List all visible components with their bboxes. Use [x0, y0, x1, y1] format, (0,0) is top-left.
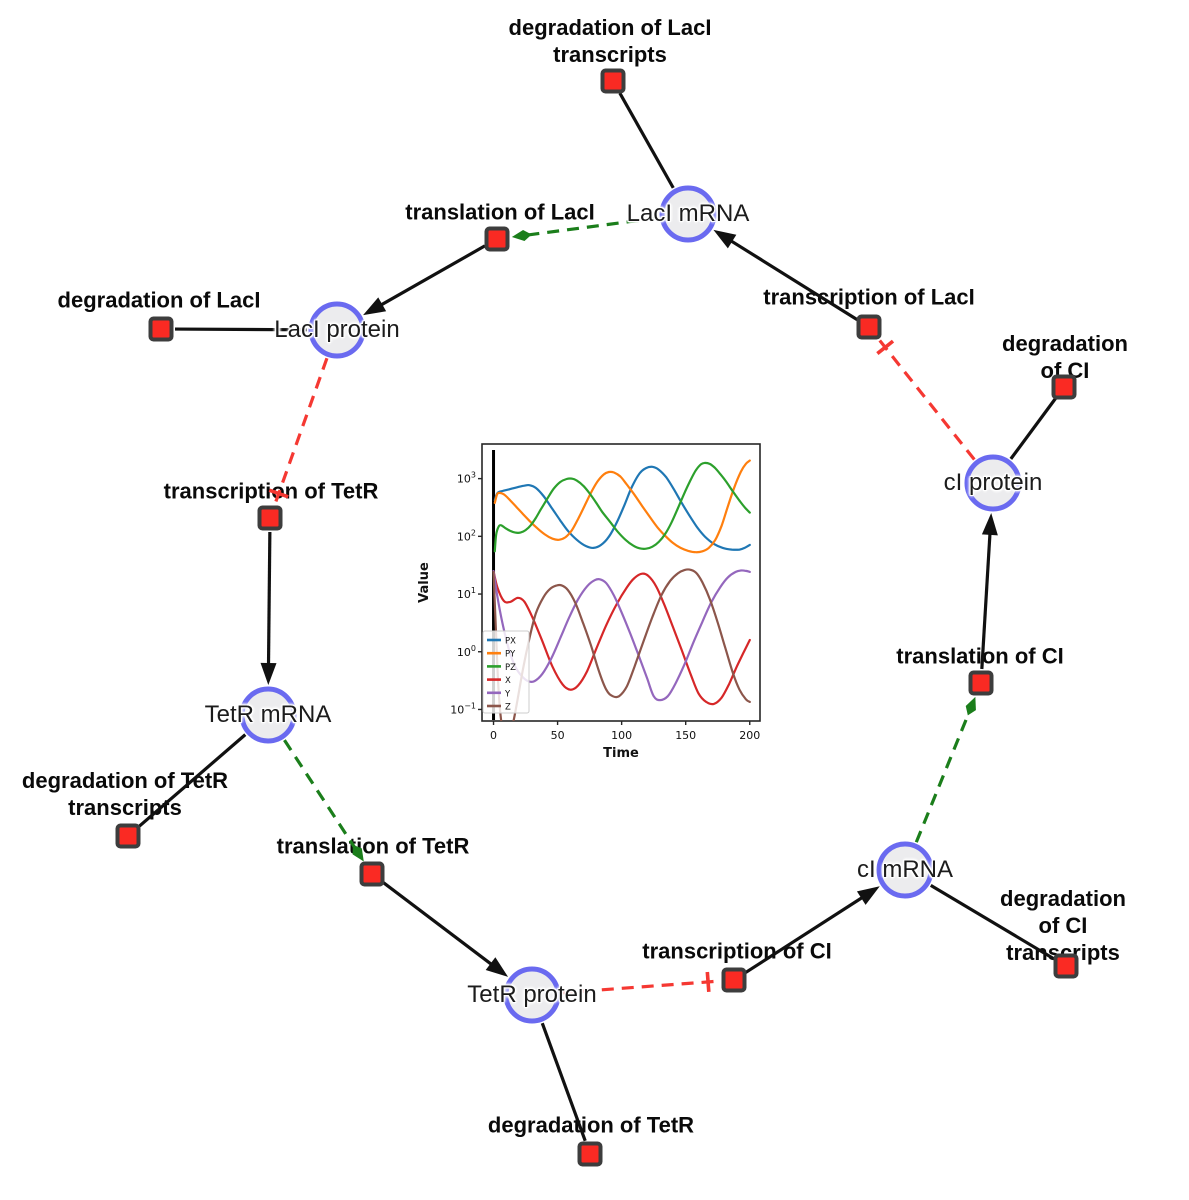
x-tick-label: 200: [739, 729, 760, 742]
x-tick-label: 100: [611, 729, 632, 742]
reaction-node-translation-of-tetr[interactable]: [359, 861, 385, 887]
edge-product-transl_laci-laci_protein: [363, 244, 486, 316]
reaction-node-transcription-of-laci[interactable]: [856, 314, 882, 340]
x-tick-label: 150: [675, 729, 696, 742]
legend-entry-py: PY: [505, 650, 516, 660]
reaction-node-translation-of-laci[interactable]: [484, 226, 510, 252]
edge-inhibitor-ci_protein-transc_laci: [876, 337, 976, 461]
legend-entry-z: Z: [505, 703, 511, 713]
reaction-label-translation-of-laci: translation of LacI: [405, 199, 595, 225]
reaction-node-translation-of-ci[interactable]: [968, 670, 994, 696]
edge-product-transc_ci-ci_mrna: [744, 886, 880, 974]
edge-reactant-tetr_mrna-deg_tetr_tx: [137, 733, 247, 829]
reaction-node-transcription-of-tetr[interactable]: [257, 505, 283, 531]
reaction-label-translation-of-ci: translation of CI: [896, 643, 1064, 669]
edge-activator-laci_mrna-transl_laci: [511, 216, 659, 241]
reaction-node-degradation-of-ci[interactable]: [1051, 374, 1077, 400]
edge-product-transl_tetr-tetr_protein: [382, 881, 509, 977]
series-px: [493, 465, 751, 551]
series-py: [493, 459, 751, 554]
chart-svg: 0 50 100 150 20010310210110010−1TimeValuePXP…: [417, 443, 761, 761]
species-node-tetr-protein[interactable]: [503, 966, 561, 1024]
edge-reactant-ci_mrna-deg_ci_tx: [929, 883, 1055, 961]
reaction-node-degradation-of-tetr[interactable]: [577, 1141, 603, 1167]
reaction-label-degradation-of-laci-transcripts: degradation of LacI transcripts: [508, 15, 712, 67]
species-node-ci-mrna[interactable]: [876, 841, 934, 899]
species-node-ci-protein[interactable]: [964, 454, 1022, 512]
edge-reactant-ci_protein-deg_ci: [1009, 397, 1057, 460]
reaction-node-degradation-of-laci[interactable]: [148, 316, 174, 342]
edge-inhibitor-laci_protein-transc_tetr: [268, 357, 329, 505]
reaction-label-degradation-of-tetr: degradation of TetR: [487, 1112, 695, 1138]
x-tick-label: 0: [490, 729, 497, 742]
reaction-label-degradation-of-laci: degradation of LacI: [57, 287, 261, 313]
series-pz: [493, 461, 751, 553]
time-series-inset-chart: 0 50 100 150 200 103 102 101 100 10−1 Time Value PX P…: [412, 430, 784, 772]
edge-product-transc_tetr-tetr_mrna: [260, 531, 277, 686]
edge-product-transl_ci-ci_protein: [980, 512, 998, 670]
edge-activator-ci_mrna-transl_ci: [914, 696, 976, 843]
reaction-label-transcription-of-laci: transcription of LacI: [763, 284, 975, 310]
edge-activator-tetr_mrna-transl_tetr: [283, 739, 364, 862]
edge-reactant-tetr_protein-deg_tetr: [540, 1022, 587, 1142]
reaction-node-transcription-of-ci[interactable]: [721, 967, 747, 993]
reaction-node-degradation-of-laci-transcripts[interactable]: [600, 68, 626, 94]
reaction-node-degradation-of-ci-transcripts[interactable]: [1053, 953, 1079, 979]
reaction-node-degradation-of-tetr-transcripts[interactable]: [115, 823, 141, 849]
legend-entry-px: PX: [505, 637, 516, 647]
edge-product-transc_laci-laci_mrna: [713, 229, 858, 321]
chart-xlabel: Time: [603, 746, 639, 761]
edge-reactant-laci_mrna-deg_laci_tx: [618, 92, 675, 189]
chart-ylabel: Value: [417, 562, 432, 603]
chart-series: [492, 459, 751, 721]
series-x: [492, 570, 751, 706]
reaction-label-translation-of-tetr: translation of TetR: [276, 833, 470, 859]
edge-inhibitor-tetr_protein-transc_ci: [561, 971, 720, 995]
species-node-tetr-mrna[interactable]: [239, 686, 297, 744]
legend-entry-pz: PZ: [505, 663, 516, 673]
legend-entry-x: X: [505, 676, 511, 686]
edge-reactant-laci_protein-deg_laci: [174, 327, 308, 332]
chart-legend: PX PY PZ XYZ: [482, 630, 530, 714]
x-tick-label: 50: [551, 729, 565, 742]
legend-entry-y: Y: [504, 689, 511, 699]
species-node-laci-protein[interactable]: [308, 301, 366, 359]
species-node-laci-mrna[interactable]: [659, 185, 717, 243]
